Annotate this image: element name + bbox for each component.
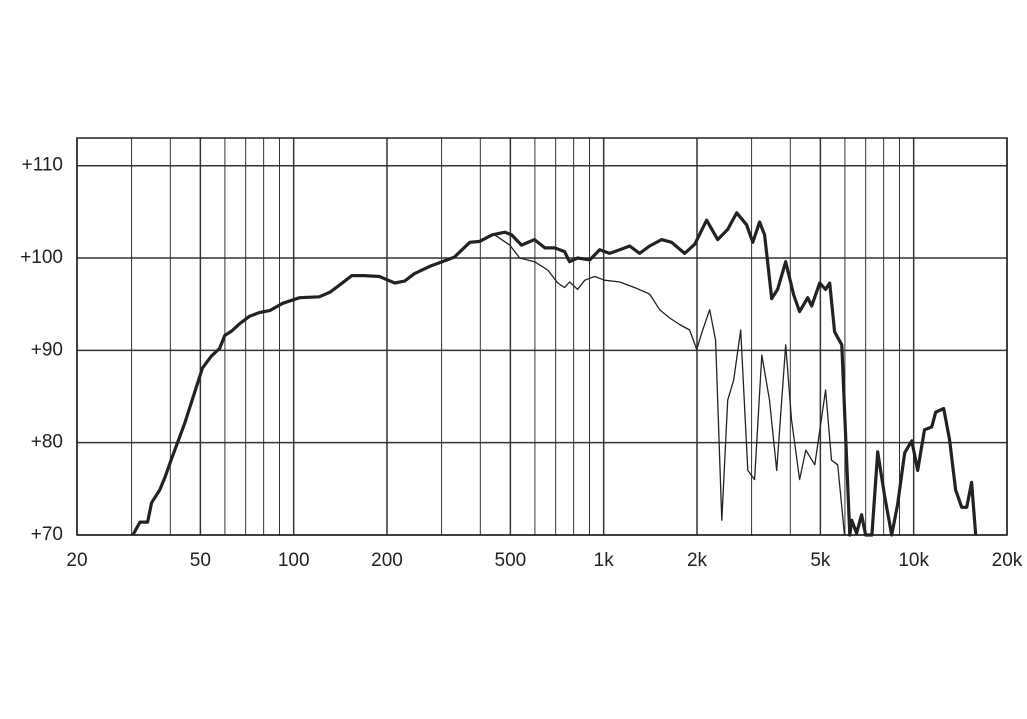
x-tick-label: 200: [371, 550, 403, 571]
y-tick-label: +90: [31, 339, 63, 360]
x-tick-label: 2k: [687, 550, 708, 571]
series-line: [494, 234, 846, 536]
x-tick-label: 100: [278, 550, 310, 571]
x-tick-label: 500: [495, 550, 527, 571]
y-tick-label: +100: [20, 247, 63, 268]
x-tick-label: 50: [190, 550, 211, 571]
x-tick-label: 20: [66, 550, 87, 571]
x-tick-label: 10k: [898, 550, 929, 571]
x-tick-label: 1k: [594, 550, 615, 571]
y-tick-label: +80: [31, 432, 63, 453]
y-tick-label: +110: [22, 155, 63, 176]
x-tick-label: 20k: [992, 550, 1023, 571]
x-tick-label: 5k: [810, 550, 831, 571]
series-line: [131, 211, 978, 537]
y-tick-label: +70: [31, 524, 63, 545]
plot-frame: [76, 137, 1008, 536]
